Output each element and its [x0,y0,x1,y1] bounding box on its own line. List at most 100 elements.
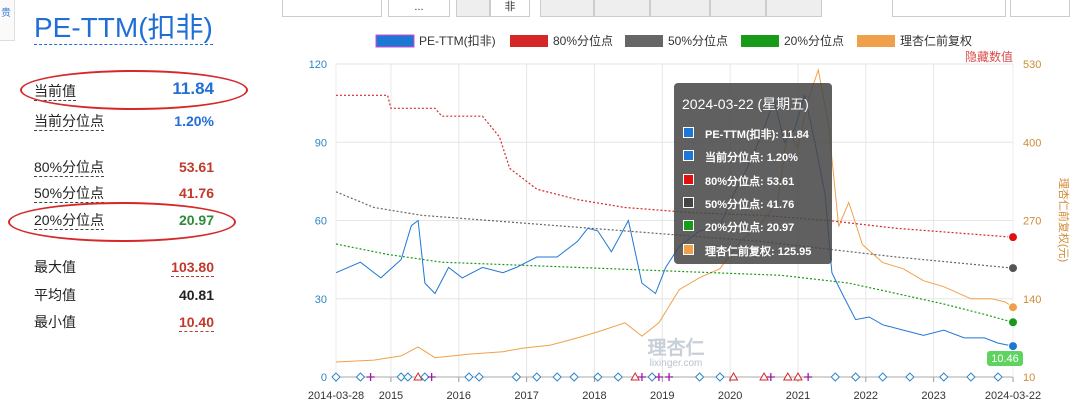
stat-row-p80: 80%分位点 53.61 [34,158,214,180]
event-marks [331,371,1003,382]
x-tick-label: 2024-03-22 [985,390,1041,402]
x-tick-label: 2019 [650,390,674,402]
event-diamond [569,372,579,382]
event-diamond [613,372,623,382]
x-tick-label: 2018 [582,390,606,402]
p20-line [335,243,1014,323]
legend-swatch [857,35,895,47]
tooltip-swatch [683,150,694,162]
watermark-cn: 理杏仁 [647,336,704,359]
y-right-axis-label: 理杏仁前复权(元) [1057,178,1071,262]
legend-label: 50%分位点 [668,33,728,48]
tooltip-swatch [683,220,694,232]
end-label-bg [987,351,1023,366]
p80-end-point [1008,232,1018,243]
y-left-tick-label: 30 [315,294,327,306]
y-right-tick-label: 140 [1023,294,1041,306]
stat-row-current-percentile: 当前分位点 1.20% [34,112,214,134]
x-tick-label: 2014-03-28 [308,390,364,402]
event-plus [427,373,436,381]
y-right-tick-label: 10 [1023,372,1035,384]
p50-end-point [1008,263,1018,274]
series-layer [335,68,1018,363]
legend-swatch [741,35,779,47]
x-tick-label: 2021 [786,390,810,402]
left-side-tab[interactable]: 贵 [0,0,15,41]
tab-8[interactable] [710,0,766,17]
tooltip-text: 当前分位点: 1.20% [705,152,798,165]
tab-11[interactable] [1010,0,1070,17]
y-left-tick-label: 90 [315,137,327,149]
event-diamond [403,372,413,382]
tab-4[interactable]: 非 [490,0,530,17]
stat-value[interactable]: 10.40 [178,314,214,332]
tooltip: 2024-03-22 (星期五) PE-TTM(扣非): 11.84 当前分位点:… [674,83,832,264]
tab-4-label: 非 [504,1,516,13]
legend-swatch [510,35,548,47]
tab-7[interactable] [650,0,710,17]
event-diamond [464,372,474,382]
stat-value: 53.61 [178,159,214,175]
y-right-tick-label: 530 [1023,59,1041,71]
axes: 0 30 60 90 120 10 140 270 400 530 理杏仁前复权(元) 2014-03… [308,59,1071,402]
tab-bar: ... 非 [280,0,1073,18]
stat-value: 1.20% [174,113,214,129]
stat-value[interactable]: 103.80 [171,259,214,277]
page-title[interactable]: PE-TTM(扣非) [34,12,213,45]
event-diamond [396,372,406,382]
tab-6[interactable] [594,0,650,17]
legend-label: 理杏仁前复权 [900,33,972,48]
left-side-tab-label: 贵 [1,8,11,19]
tab-2-label: ... [414,1,424,13]
x-tick-label: 2017 [514,390,538,402]
highlight-oval-p20 [8,202,236,242]
legend-label: 80%分位点 [553,33,613,48]
tab-9[interactable] [766,0,822,17]
tooltip-title: 2024-03-22 (星期五) [682,96,809,112]
event-diamond [474,372,484,382]
tab-3[interactable] [456,0,490,17]
x-tick-label: 2020 [718,390,742,402]
legend-swatch [625,35,663,47]
event-plus [665,373,674,381]
event-triangle [413,371,423,381]
hide-values-link[interactable]: 隐藏数值 [965,49,1013,64]
end-label-group: 10.46 [987,351,1023,366]
event-plus [366,373,375,381]
event-diamond [715,372,725,382]
event-diamond [878,372,888,382]
event-diamond [830,372,840,382]
stat-label[interactable]: 50%分位点 [34,185,105,203]
y-right-tick-label: 400 [1023,137,1041,149]
event-triangle [782,371,793,381]
tooltip-text: 50%分位点: 41.76 [705,198,795,211]
legend-swatch [375,34,415,48]
event-plus [766,373,775,381]
tooltip-swatch [683,243,694,255]
p50-line [335,191,1014,269]
tab-10[interactable] [892,0,1006,17]
y-left-tick-label: 120 [309,59,327,71]
stat-row-min: 最小值 10.40 [34,313,214,335]
x-tick-label: 2015 [379,390,403,402]
event-diamond [966,372,976,382]
highlight-oval-current [20,70,248,110]
end-label: 10.46 [991,353,1019,365]
event-plus [804,373,813,381]
x-tick-label: 2023 [921,390,945,402]
stat-label: 最大值 [34,259,76,275]
legend: PE-TTM(扣非) 80%分位点 50%分位点 20%分位点 理杏仁前复权 [375,33,972,48]
stat-label[interactable]: 当前分位点 [34,113,104,131]
tab-1[interactable] [282,0,382,17]
legend-label: PE-TTM(扣非) [419,34,496,48]
stat-row-mean: 平均值 40.81 [34,286,214,308]
stat-label[interactable]: 80%分位点 [34,159,105,177]
legend-label: 20%分位点 [784,33,844,48]
event-diamond [511,372,522,382]
tab-2[interactable]: ... [388,0,450,17]
event-diamond [647,372,657,382]
event-diamond [939,372,949,382]
tab-5[interactable] [540,0,594,17]
x-tick-label: 2022 [854,390,878,402]
